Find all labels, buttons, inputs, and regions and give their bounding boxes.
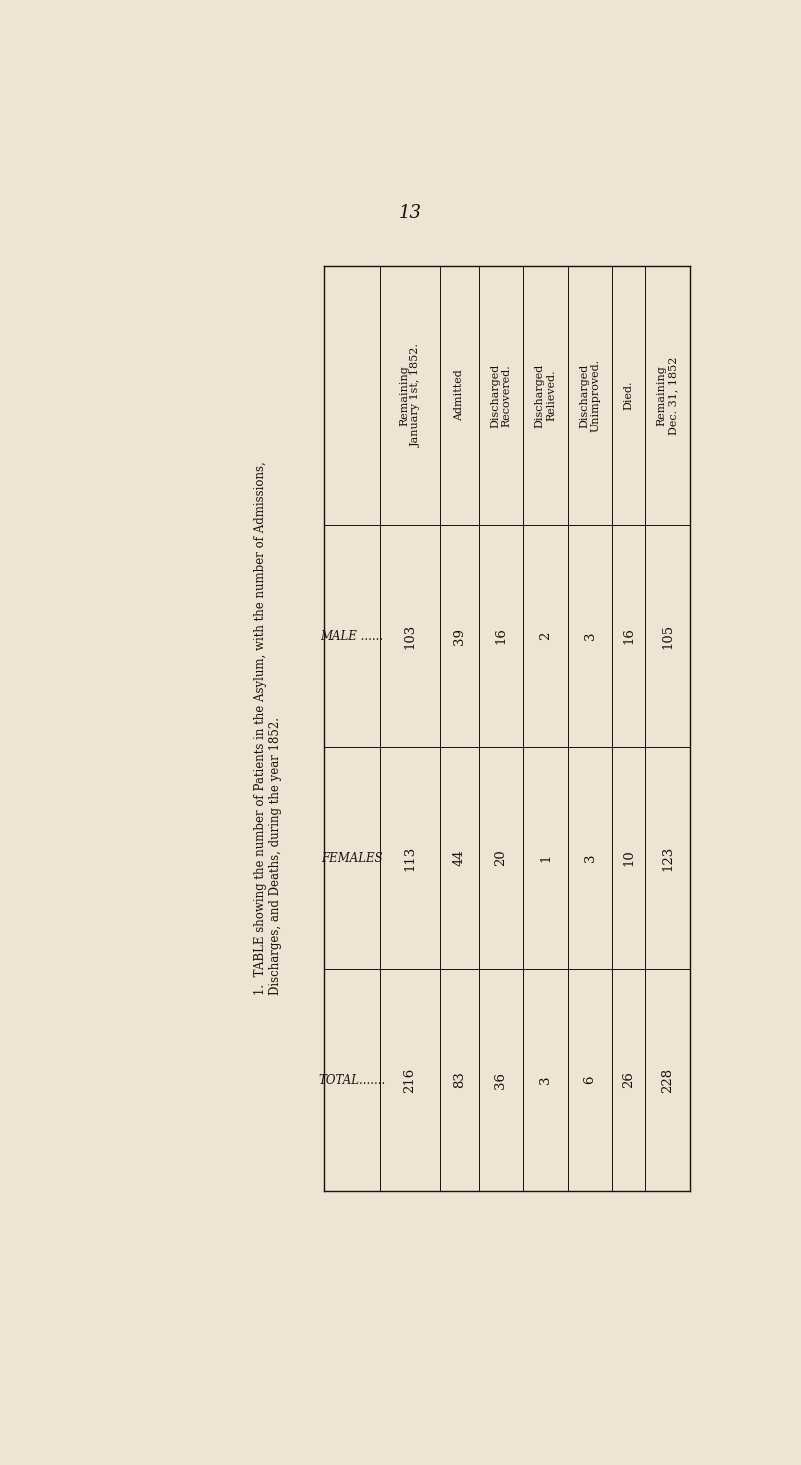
- Text: 1: 1: [539, 854, 552, 863]
- Text: 39: 39: [453, 627, 465, 645]
- Text: Discharged
Recovered.: Discharged Recovered.: [490, 363, 512, 428]
- Text: 3: 3: [584, 631, 597, 640]
- Text: 2: 2: [539, 631, 552, 640]
- Text: 44: 44: [453, 850, 465, 866]
- Text: 36: 36: [494, 1071, 507, 1088]
- Text: Discharged
Relieved.: Discharged Relieved.: [535, 363, 556, 428]
- Text: 228: 228: [661, 1068, 674, 1093]
- Text: 16: 16: [622, 627, 635, 645]
- Text: 6: 6: [584, 1075, 597, 1084]
- Text: 216: 216: [404, 1068, 417, 1093]
- Text: Remaining
Dec. 31, 1852: Remaining Dec. 31, 1852: [657, 356, 678, 435]
- Text: 10: 10: [622, 850, 635, 866]
- Text: 1.  TABLE showing the number of Patients in the Asylum, with the number of Admis: 1. TABLE showing the number of Patients …: [254, 461, 282, 995]
- Text: 26: 26: [622, 1071, 635, 1088]
- Text: 113: 113: [404, 845, 417, 870]
- Text: Admitted: Admitted: [454, 369, 465, 422]
- Text: TOTAL.......: TOTAL.......: [318, 1074, 385, 1087]
- Text: FEMALES: FEMALES: [321, 851, 383, 864]
- Text: 105: 105: [661, 624, 674, 649]
- Text: MALE ......: MALE ......: [320, 630, 383, 643]
- Text: 13: 13: [399, 204, 422, 223]
- Text: 3: 3: [539, 1075, 552, 1084]
- Text: 20: 20: [494, 850, 507, 866]
- Text: 3: 3: [584, 854, 597, 863]
- Text: 103: 103: [404, 624, 417, 649]
- Text: 123: 123: [661, 845, 674, 870]
- Text: 83: 83: [453, 1071, 465, 1088]
- Text: Discharged
Unimproved.: Discharged Unimproved.: [579, 359, 601, 432]
- Text: 16: 16: [494, 627, 507, 645]
- Text: Remaining
January 1st, 1852.: Remaining January 1st, 1852.: [399, 344, 421, 447]
- Text: Died.: Died.: [624, 381, 634, 410]
